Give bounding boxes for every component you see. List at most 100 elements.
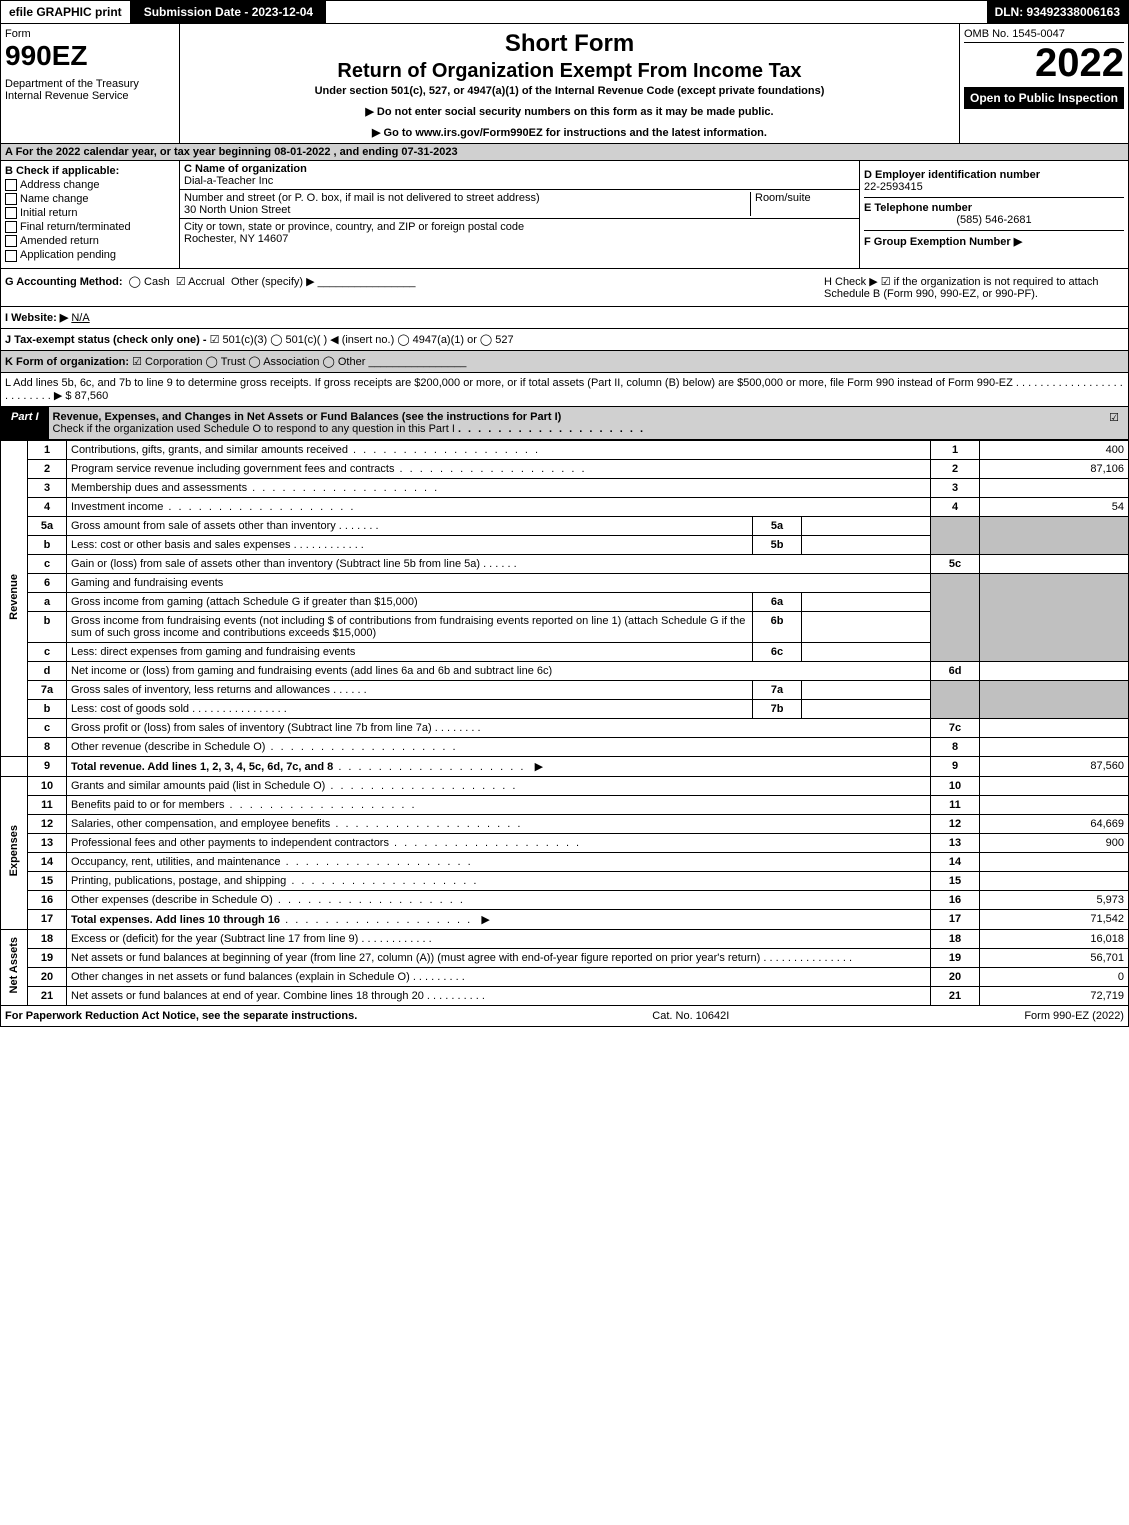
line-19-value: 56,701 — [980, 948, 1129, 967]
line-5c-value — [980, 554, 1129, 573]
department-label: Department of the Treasury Internal Reve… — [5, 78, 175, 102]
section-j: J Tax-exempt status (check only one) - ☑… — [0, 329, 1129, 351]
section-gh: G Accounting Method: ◯ Cash ☑ Accrual Ot… — [0, 269, 1129, 307]
line-2-rnum: 2 — [931, 459, 980, 478]
line-7b-subnum: 7b — [753, 699, 802, 718]
line-5a-subval — [802, 516, 931, 535]
line-3-value — [980, 478, 1129, 497]
line-14-num: 14 — [28, 852, 67, 871]
line-15-desc: Printing, publications, postage, and shi… — [71, 875, 286, 887]
line-18-rnum: 18 — [931, 929, 980, 948]
line-6a-desc: Gross income from gaming (attach Schedul… — [67, 592, 753, 611]
header-left: Form 990EZ Department of the Treasury In… — [1, 24, 180, 143]
line-13-num: 13 — [28, 833, 67, 852]
line-7c-value — [980, 718, 1129, 737]
line-12-num: 12 — [28, 814, 67, 833]
line-5b-subval — [802, 535, 931, 554]
form-label: Form — [5, 28, 175, 40]
check-initial-return[interactable]: Initial return — [5, 207, 175, 219]
line-13-rnum: 13 — [931, 833, 980, 852]
line-14-desc: Occupancy, rent, utilities, and maintena… — [71, 856, 281, 868]
line-4-rnum: 4 — [931, 497, 980, 516]
line-7a-subnum: 7a — [753, 680, 802, 699]
acct-other[interactable]: Other (specify) ▶ — [231, 276, 315, 288]
page-footer: For Paperwork Reduction Act Notice, see … — [0, 1006, 1129, 1027]
line-1-desc: Contributions, gifts, grants, and simila… — [71, 444, 348, 456]
line-3-desc: Membership dues and assessments — [71, 482, 247, 494]
line-1-rnum: 1 — [931, 440, 980, 459]
line-8-desc: Other revenue (describe in Schedule O) — [71, 741, 265, 753]
org-name: Dial-a-Teacher Inc — [184, 175, 273, 187]
line-8-value — [980, 737, 1129, 756]
line-18-value: 16,018 — [980, 929, 1129, 948]
line-15-rnum: 15 — [931, 871, 980, 890]
revenue-vlabel: Revenue — [1, 440, 28, 756]
title-return: Return of Organization Exempt From Incom… — [184, 60, 955, 83]
line-5b-desc: Less: cost or other basis and sales expe… — [71, 539, 291, 551]
revenue-vlabel-end — [1, 756, 28, 776]
line-5a-num: 5a — [28, 516, 67, 535]
subtitle: Under section 501(c), 527, or 4947(a)(1)… — [184, 85, 955, 97]
line-20-num: 20 — [28, 967, 67, 986]
line-21-num: 21 — [28, 986, 67, 1005]
header-center: Short Form Return of Organization Exempt… — [180, 24, 960, 143]
line-4-desc: Investment income — [71, 501, 163, 513]
website-label: I Website: ▶ — [5, 312, 68, 324]
line-20-value: 0 — [980, 967, 1129, 986]
line-9-rnum: 9 — [931, 756, 980, 776]
line-6-shade — [931, 573, 980, 661]
line-6-shade-val — [980, 573, 1129, 661]
part1-checkbox[interactable]: ☑ — [1100, 407, 1128, 439]
line-17-desc: Total expenses. Add lines 10 through 16 — [71, 914, 280, 926]
line-5ab-shade — [931, 516, 980, 554]
accounting-label: G Accounting Method: — [5, 276, 123, 288]
check-final-return[interactable]: Final return/terminated — [5, 221, 175, 233]
line-5a-desc: Gross amount from sale of assets other t… — [71, 520, 336, 532]
notice-link: ▶ Go to www.irs.gov/Form990EZ for instru… — [184, 126, 955, 139]
check-name-change[interactable]: Name change — [5, 193, 175, 205]
line-6d-num: d — [28, 661, 67, 680]
section-i: I Website: ▶ N/A — [0, 307, 1129, 329]
line-14-value — [980, 852, 1129, 871]
line-l-text: L Add lines 5b, 6c, and 7b to line 9 to … — [5, 377, 1013, 389]
line-13-value: 900 — [980, 833, 1129, 852]
taxexempt-label: J Tax-exempt status (check only one) - — [5, 334, 207, 346]
line-5ab-shade-val — [980, 516, 1129, 554]
org-name-label: C Name of organization — [184, 163, 307, 175]
footer-left: For Paperwork Reduction Act Notice, see … — [5, 1010, 357, 1022]
street-value: 30 North Union Street — [184, 204, 290, 216]
ein-value: 22-2593415 — [864, 181, 923, 193]
line-6-desc: Gaming and fundraising events — [67, 573, 931, 592]
phone-value: (585) 546-2681 — [864, 214, 1124, 226]
line-10-value — [980, 776, 1129, 795]
check-address-change[interactable]: Address change — [5, 179, 175, 191]
form-number: 990EZ — [5, 40, 175, 72]
check-amended-return[interactable]: Amended return — [5, 235, 175, 247]
line-6d-desc: Net income or (loss) from gaming and fun… — [67, 661, 931, 680]
line-5b-subnum: 5b — [753, 535, 802, 554]
line-5b-num: b — [28, 535, 67, 554]
line-18-desc: Excess or (deficit) for the year (Subtra… — [71, 933, 358, 945]
top-bar: efile GRAPHIC print Submission Date - 20… — [0, 0, 1129, 24]
line-11-value — [980, 795, 1129, 814]
line-6-num: 6 — [28, 573, 67, 592]
efile-label: efile GRAPHIC print — [1, 1, 132, 23]
part1-header: Part I Revenue, Expenses, and Changes in… — [0, 407, 1129, 440]
line-7ab-shade-val — [980, 680, 1129, 718]
line-16-rnum: 16 — [931, 890, 980, 909]
line-20-rnum: 20 — [931, 967, 980, 986]
line-21-value: 72,719 — [980, 986, 1129, 1005]
line-11-desc: Benefits paid to or for members — [71, 799, 224, 811]
line-17-value: 71,542 — [980, 909, 1129, 929]
acct-accrual[interactable]: Accrual — [188, 276, 225, 288]
line-6c-subval — [802, 642, 931, 661]
line-16-desc: Other expenses (describe in Schedule O) — [71, 894, 273, 906]
acct-cash[interactable]: Cash — [144, 276, 170, 288]
check-application-pending[interactable]: Application pending — [5, 249, 175, 261]
line-17-rnum: 17 — [931, 909, 980, 929]
line-7c-rnum: 7c — [931, 718, 980, 737]
line-7a-desc: Gross sales of inventory, less returns a… — [71, 684, 330, 696]
section-a: A For the 2022 calendar year, or tax yea… — [0, 144, 1129, 161]
line-7a-num: 7a — [28, 680, 67, 699]
line-16-num: 16 — [28, 890, 67, 909]
